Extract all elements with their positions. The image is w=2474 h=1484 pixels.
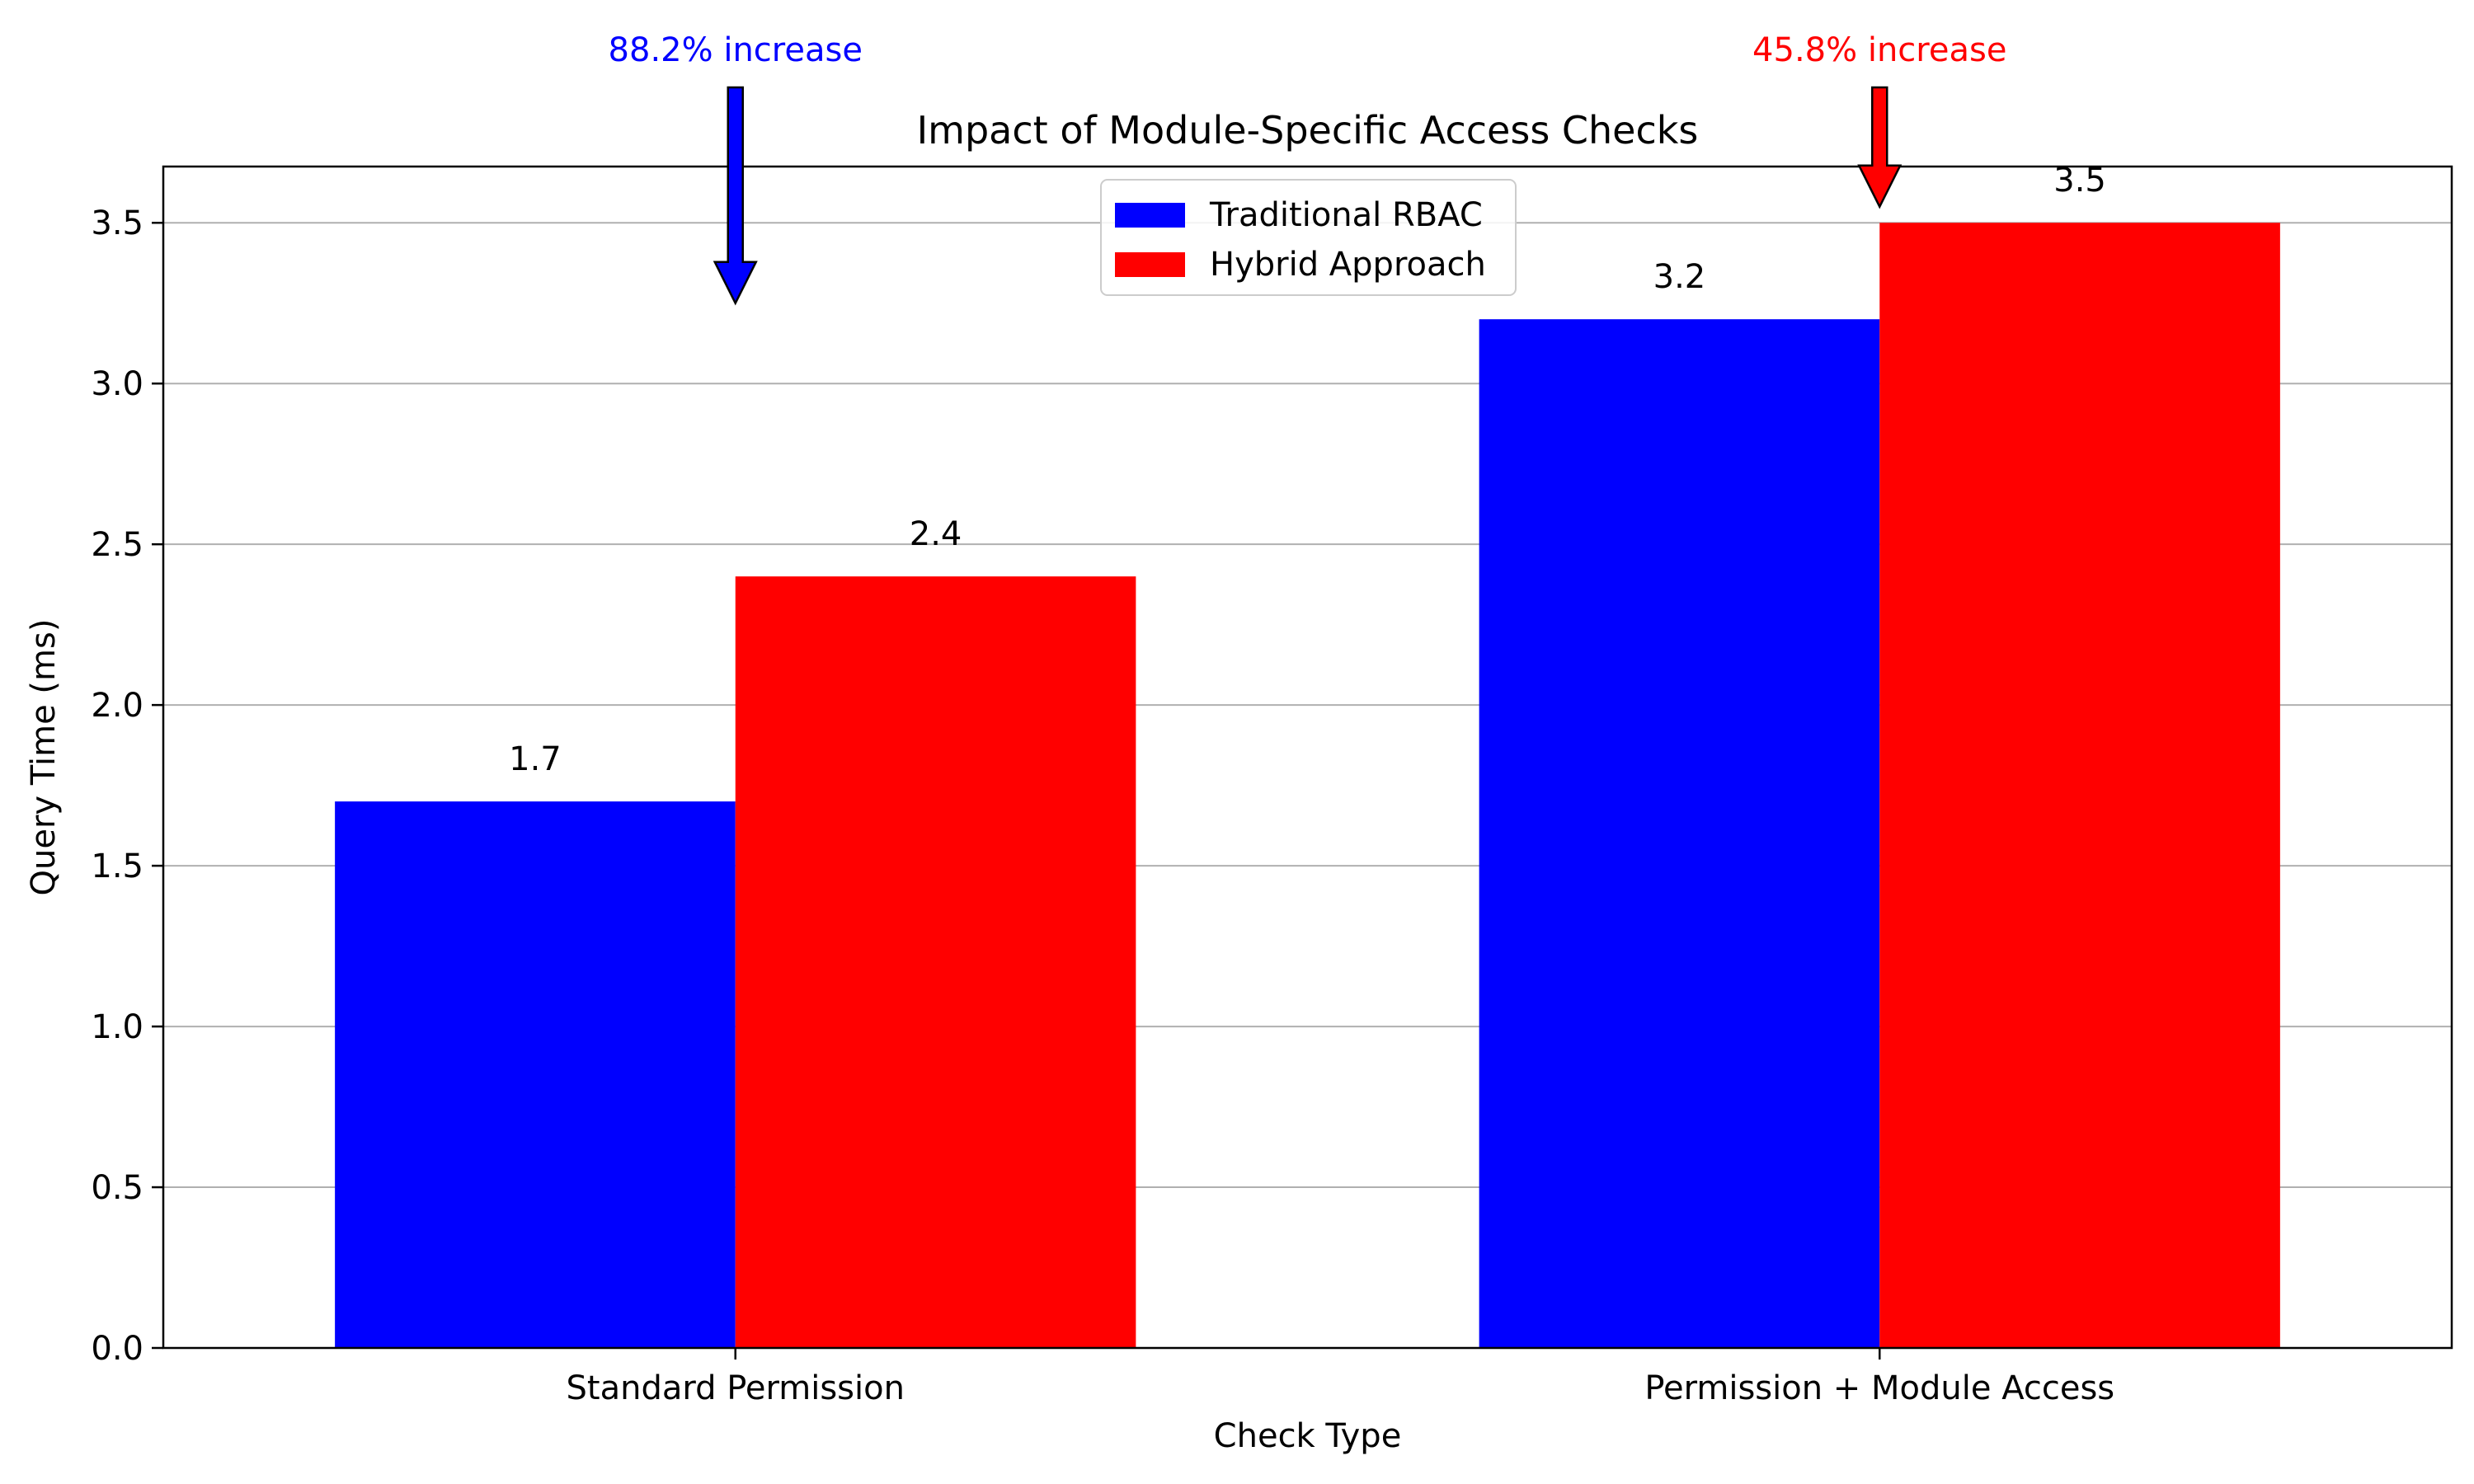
bar-value-label: 3.5 — [2053, 162, 2106, 200]
y-tick-label: 0.0 — [91, 1330, 143, 1368]
y-tick-label: 0.5 — [91, 1169, 143, 1207]
x-tick-label: Permission + Module Access — [1644, 1369, 2114, 1407]
bar-value-label: 2.4 — [910, 515, 962, 553]
y-tick-label: 3.0 — [91, 365, 143, 403]
annotation-label: 45.8% increase — [1752, 31, 2006, 69]
bar-value-label: 3.2 — [1653, 258, 1706, 296]
y-tick-label: 2.0 — [91, 687, 143, 725]
chart-title: Impact of Module-Specific Access Checks — [917, 108, 1699, 153]
bar-value-label: 1.7 — [509, 740, 562, 778]
bar — [1479, 319, 1880, 1349]
bars — [335, 223, 2280, 1349]
bar — [1879, 223, 2280, 1349]
data-labels: 1.7 3.2 2.4 3.5 — [509, 162, 2106, 778]
axis-ticks: 0.0 0.5 1.0 1.5 2.0 2.5 3.0 3.5 Standard Permiss… — [91, 204, 2114, 1407]
annotation-arrow — [713, 86, 758, 306]
y-tick-label: 2.5 — [91, 526, 143, 564]
y-axis-label: Query Time (ms) — [25, 619, 63, 896]
legend: Traditional RBAC Hybrid Approach — [1100, 179, 1517, 296]
bar — [335, 801, 736, 1348]
annotation-arrow — [1857, 86, 1903, 209]
x-axis-label: Check Type — [1214, 1417, 1402, 1455]
y-tick-label: 1.0 — [91, 1008, 143, 1046]
x-tick-label: Standard Permission — [567, 1369, 905, 1407]
bar — [735, 576, 1136, 1348]
annotations: 88.2% increase 45.8% increase — [609, 31, 2006, 306]
legend-swatch — [1115, 252, 1185, 277]
annotation-label: 88.2% increase — [609, 31, 863, 69]
legend-box — [1100, 179, 1517, 296]
legend-swatch — [1115, 203, 1185, 228]
legend-entry-label: Hybrid Approach — [1210, 246, 1486, 284]
plot-area-frame — [162, 165, 2453, 1350]
y-tick-label: 1.5 — [91, 848, 143, 885]
y-tick-label: 3.5 — [91, 204, 143, 242]
legend-entry-label: Traditional RBAC — [1209, 196, 1483, 234]
